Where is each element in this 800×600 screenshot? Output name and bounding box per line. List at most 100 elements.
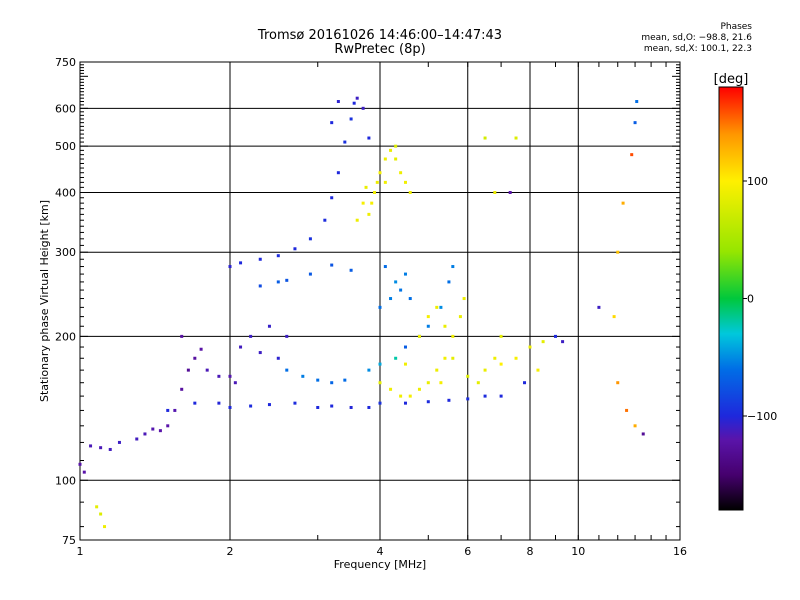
data-point [367, 368, 371, 372]
data-point [378, 381, 382, 385]
data-point [316, 405, 320, 409]
data-point [166, 424, 170, 428]
data-point [417, 387, 421, 391]
data-point [103, 525, 107, 529]
stats-o-mode: mean, sd,O: −98.8, 21.6 [641, 33, 752, 43]
y-tick-label: 200 [55, 330, 76, 343]
data-point [233, 381, 237, 385]
data-point [301, 374, 305, 378]
data-point [499, 394, 503, 398]
data-point [285, 278, 289, 282]
data-point [426, 381, 430, 385]
data-point [621, 201, 625, 205]
data-point [403, 345, 407, 349]
data-point [439, 305, 443, 309]
data-point [408, 190, 412, 194]
data-point [483, 368, 487, 372]
data-point [483, 136, 487, 140]
data-point [193, 401, 197, 405]
data-point [394, 280, 398, 284]
data-point [443, 324, 447, 328]
data-point [447, 398, 451, 402]
data-point [361, 106, 365, 110]
data-point [249, 334, 253, 338]
x-tick-label: 8 [527, 545, 534, 558]
data-point [349, 268, 353, 272]
data-point [447, 280, 451, 284]
data-point [117, 440, 121, 444]
data-point [228, 405, 232, 409]
data-point [630, 153, 634, 157]
data-point [249, 404, 253, 408]
data-point [389, 148, 393, 152]
data-point [625, 408, 629, 412]
x-tick-label: 16 [673, 545, 687, 558]
stats-x-mode: mean, sd,X: 100.1, 22.3 [643, 44, 752, 54]
x-tick-label: 1 [77, 545, 84, 558]
data-point [553, 334, 557, 338]
data-point [330, 121, 334, 125]
data-point [308, 237, 312, 241]
data-point [330, 196, 334, 200]
colorbar-tick-label: −100 [747, 410, 777, 423]
data-point [293, 247, 297, 251]
data-point [343, 378, 347, 382]
data-point [99, 512, 103, 516]
data-point [193, 356, 197, 360]
colorbar-label: [deg] [714, 72, 749, 87]
data-point [394, 356, 398, 360]
x-tick-label: 4 [377, 545, 384, 558]
data-point [367, 405, 371, 409]
data-point [493, 356, 497, 360]
data-point [239, 345, 243, 349]
data-point [95, 505, 99, 509]
data-point [276, 254, 280, 258]
data-point [217, 401, 221, 405]
data-point [483, 394, 487, 398]
data-point [293, 401, 297, 405]
y-tick-label: 300 [55, 246, 76, 259]
data-point [403, 180, 407, 184]
data-point [378, 305, 382, 309]
data-point [435, 368, 439, 372]
data-point [451, 356, 455, 360]
data-point [536, 368, 540, 372]
data-point [186, 368, 190, 372]
x-tick-label: 10 [571, 545, 585, 558]
data-point [426, 324, 430, 328]
x-tick-label: 6 [464, 545, 471, 558]
data-point [389, 387, 393, 391]
data-point [426, 315, 430, 319]
data-point [389, 297, 393, 301]
data-point [373, 190, 377, 194]
colorbar-tick-label: 0 [747, 293, 754, 306]
y-axis-label: Stationary phase Virtual Height [km] [38, 200, 51, 402]
data-point [330, 263, 334, 267]
data-point [166, 408, 170, 412]
data-point [267, 324, 271, 328]
data-point [451, 265, 455, 269]
data-point [143, 432, 147, 436]
data-point [135, 437, 139, 441]
data-point [336, 100, 340, 104]
data-point [258, 257, 262, 261]
data-point [476, 381, 480, 385]
data-point [378, 362, 382, 366]
data-point [561, 340, 565, 344]
data-point [499, 362, 503, 366]
data-point [228, 374, 232, 378]
data-point [635, 100, 639, 104]
y-tick-label: 750 [55, 56, 76, 69]
data-point [308, 272, 312, 276]
data-point [378, 401, 382, 405]
data-point [336, 171, 340, 175]
data-point [403, 362, 407, 366]
chart-subtitle: RwPretec (8p) [334, 42, 426, 57]
data-point [403, 401, 407, 405]
data-point [205, 368, 209, 372]
y-tick-label: 600 [55, 102, 76, 115]
data-point [285, 368, 289, 372]
y-tick-label: 500 [55, 140, 76, 153]
colorbar-tick-label: 100 [747, 175, 768, 188]
data-point [355, 96, 359, 100]
